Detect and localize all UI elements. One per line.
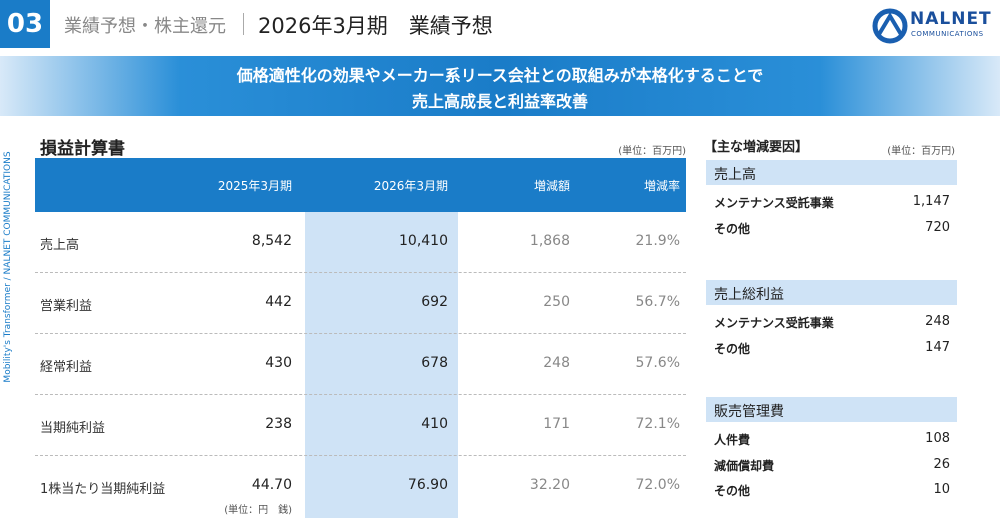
factor-heading-bg: [706, 280, 957, 305]
row-label: 売上高: [40, 238, 80, 253]
factor-item: その他: [714, 341, 751, 356]
side-text: Mobility's Transformer / NALNET COMMUNIC…: [3, 151, 13, 383]
row-divider: [35, 272, 686, 273]
factor-item: その他: [714, 221, 751, 236]
factor-value: 1,147: [912, 194, 950, 209]
factor-value: 147: [925, 339, 950, 355]
cell: 44.70: [251, 477, 292, 493]
row-divider: [35, 455, 686, 456]
factor-item: その他: [714, 484, 751, 498]
banner-line: 売上高成長と利益率改善: [411, 92, 588, 111]
factors-title: 【主な増減要因】: [704, 140, 809, 155]
logo-name: NALNET: [910, 9, 992, 29]
factor-heading: 販売管理費: [714, 404, 784, 420]
factor-heading: 売上高: [714, 167, 756, 183]
factor-item: 人件費: [714, 433, 751, 447]
column-header: 増減率: [643, 179, 680, 193]
banner-line: 価格適性化の効果やメーカー系リース会社との取組みが本格化することで: [236, 66, 764, 85]
table-header-bg: [35, 158, 686, 212]
cell: 430: [265, 355, 292, 371]
factor-value: 720: [925, 219, 950, 235]
row-label: 営業利益: [40, 299, 93, 314]
factor-value: 26: [933, 456, 950, 472]
cell: 8,542: [251, 233, 292, 249]
table-title: 損益計算書: [40, 139, 125, 159]
cell: 21.9%: [635, 233, 680, 249]
factors-unit: (単位：百万円): [887, 146, 955, 157]
factor-heading: 売上総利益: [714, 287, 784, 303]
cell: 56.7%: [635, 294, 680, 310]
row-label: 経常利益: [40, 360, 93, 375]
cell: 410: [421, 416, 448, 432]
logo-sub: COMMUNICATIONS: [911, 30, 984, 38]
table-unit: (単位：百万円): [618, 146, 686, 157]
cell: 442: [265, 294, 292, 310]
logo-icon: [872, 8, 908, 44]
banner: 価格適性化の効果やメーカー系リース会社との取組みが本格化することで 売上高成長と…: [0, 56, 1000, 116]
highlight-column: [305, 212, 458, 518]
factor-item: 減価償却費: [714, 458, 775, 473]
cell: 72.0%: [635, 477, 680, 493]
section-name: 業績予想・株主還元: [64, 16, 226, 37]
factor-value: 248: [925, 314, 950, 329]
column-header: 2026年3月期: [373, 179, 448, 193]
column-header: 2025年3月期: [217, 179, 292, 193]
cell: 10,410: [399, 233, 448, 249]
cell: 1,868: [529, 233, 570, 249]
factor-heading-bg: [706, 397, 957, 422]
row-divider: [35, 394, 686, 395]
factor-item: メンテナンス受託事業: [714, 196, 834, 210]
cell: 76.90: [407, 477, 448, 493]
column-header: 増減額: [533, 179, 570, 193]
cell: 678: [421, 355, 448, 371]
section-number: 03: [0, 0, 50, 48]
row-label: 1株当たり当期純利益: [40, 482, 166, 497]
cell: 32.20: [529, 477, 570, 493]
cell: 72.1%: [635, 416, 680, 432]
row-label: 当期純利益: [40, 421, 106, 436]
cell: 248: [543, 355, 570, 371]
table-note: (単位：円 銭): [224, 505, 292, 516]
cell: 171: [543, 416, 570, 432]
header-divider: [243, 13, 244, 35]
cell: 692: [421, 294, 448, 310]
cell: 238: [265, 416, 292, 432]
row-divider: [35, 333, 686, 334]
factor-value: 108: [925, 431, 950, 446]
factor-value: 10: [933, 482, 950, 497]
factor-item: メンテナンス受託事業: [714, 316, 834, 330]
factor-heading-bg: [706, 160, 957, 185]
page-title: 2026年3月期 業績予想: [258, 14, 493, 38]
cell: 57.6%: [635, 355, 680, 371]
cell: 250: [543, 294, 570, 310]
